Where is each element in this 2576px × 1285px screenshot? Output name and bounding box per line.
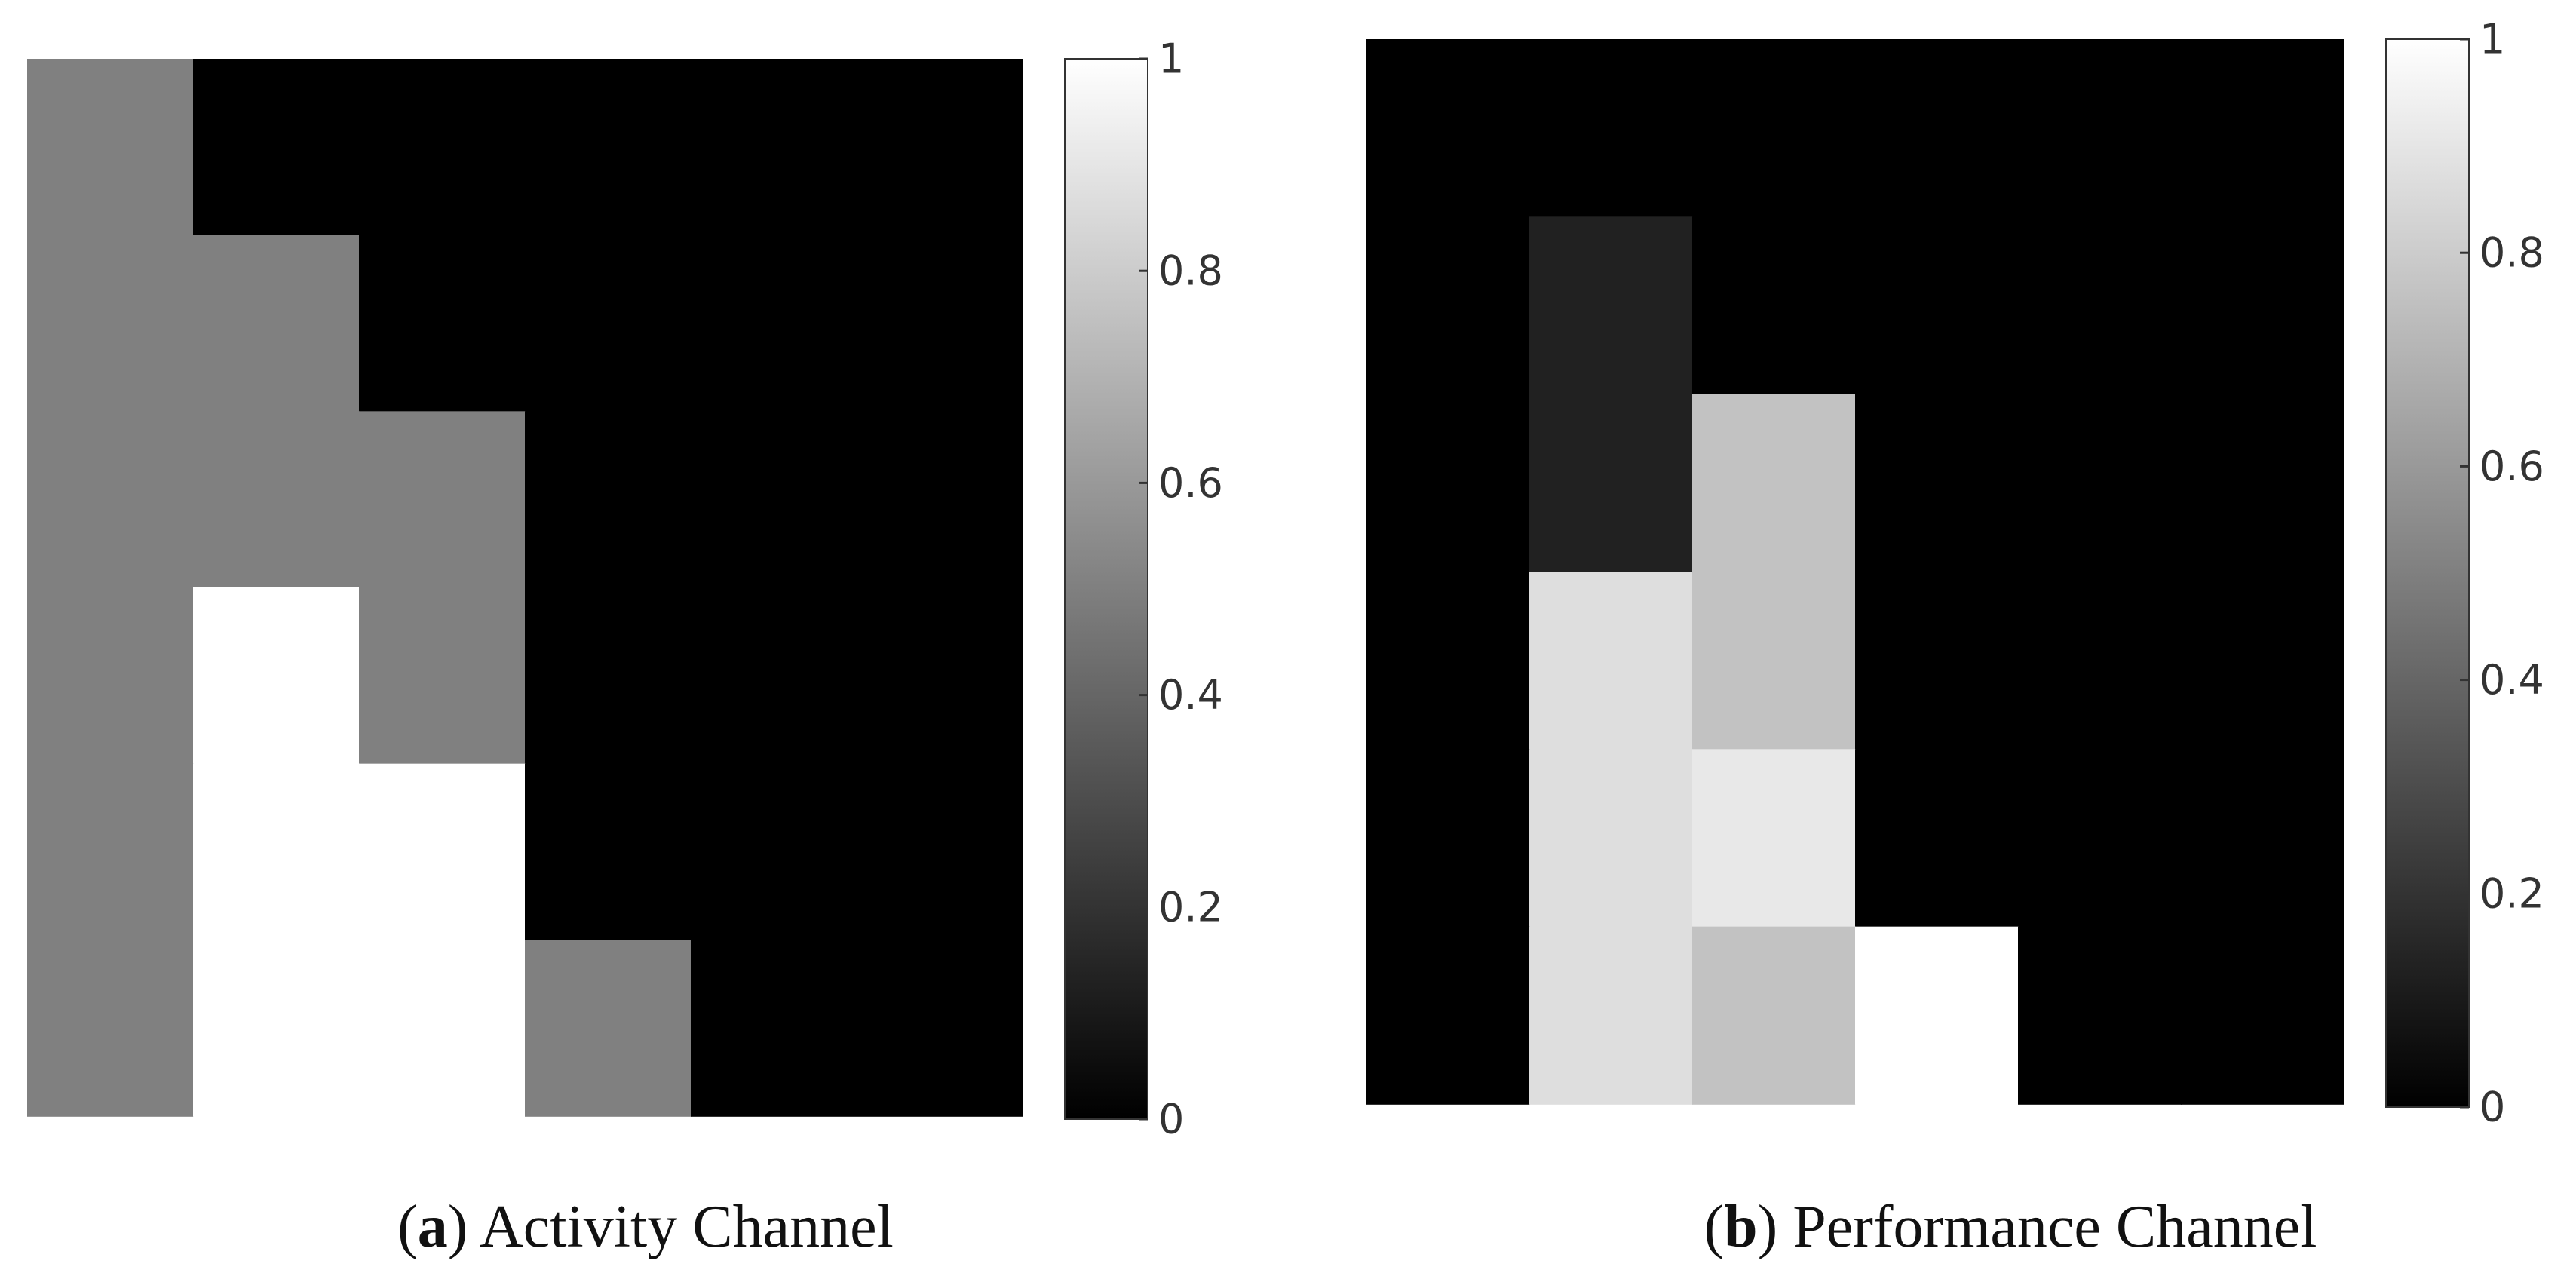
caption-activity: (a) Activity Channel xyxy=(397,1194,894,1260)
colorbar-tick-label: 0 xyxy=(1158,1096,1184,1143)
heatmap-cell-r2-c5 xyxy=(691,235,857,412)
heatmap-cell-r2-c1 xyxy=(1366,216,1530,395)
heatmap-cell-r1-c3 xyxy=(1692,39,1856,218)
heatmap-cell-r3-c6 xyxy=(2181,394,2344,572)
heatmap-cell-r6-c2 xyxy=(1529,926,1693,1105)
heatmap-cell-r4-c1 xyxy=(27,587,194,765)
colorbar xyxy=(1064,58,1148,1120)
colorbar-tick-label: 0.4 xyxy=(1158,671,1223,719)
heatmap-cell-r1-c2 xyxy=(193,59,360,236)
heatmap-cell-r2-c1 xyxy=(27,235,194,412)
heatmap-cell-r2-c2 xyxy=(193,235,360,412)
heatmap-cell-r5-c1 xyxy=(1366,749,1530,928)
heatmap-cell-r4-c6 xyxy=(2181,572,2344,750)
heatmap-cell-r6-c2 xyxy=(193,940,360,1117)
colorbar-tick-label: 0.6 xyxy=(2479,443,2544,490)
heatmap-cell-r3-c6 xyxy=(857,411,1023,588)
performance-heatmap-panel: 0 0.2 0.4 0.6 0.8 1 xyxy=(1366,16,2544,1131)
heatmap-cell-r5-c4 xyxy=(525,763,692,941)
heatmap-cell-r6-c3 xyxy=(1692,926,1856,1105)
heatmap-cell-r5-c4 xyxy=(1855,749,2019,928)
heatmap-cell-r1-c1 xyxy=(1366,39,1530,218)
heatmap-cell-r6-c6 xyxy=(857,940,1023,1117)
heatmap-cell-r2-c2 xyxy=(1529,216,1693,395)
colorbar-tick-label: 0.4 xyxy=(2479,656,2544,704)
activity-heatmap-panel: 0 0.2 0.4 0.6 0.8 1 xyxy=(27,35,1223,1143)
heatmap-cell-r5-c2 xyxy=(193,763,360,941)
heatmap-cell-r3-c4 xyxy=(525,411,692,588)
heatmap-cell-r3-c1 xyxy=(1366,394,1530,572)
colorbar-tick-label: 0.2 xyxy=(2479,869,2544,917)
heatmap-cell-r4-c3 xyxy=(1692,572,1856,750)
heatmap-cell-r1-c4 xyxy=(1855,39,2019,218)
heatmap-cell-r5-c5 xyxy=(2018,749,2182,928)
heatmap-cell-r3-c2 xyxy=(1529,394,1693,572)
colorbar-tick-label: 0.6 xyxy=(1158,459,1223,507)
colorbar xyxy=(2385,38,2470,1108)
heatmap-cell-r6-c4 xyxy=(525,940,692,1117)
heatmap-cell-r2-c5 xyxy=(2018,216,2182,395)
heatmap-cell-r6-c6 xyxy=(2181,926,2344,1105)
colorbar-tick-label: 1 xyxy=(2479,16,2505,63)
colorbar-tick-label: 1 xyxy=(1158,35,1184,83)
caption-performance: (b) Performance Channel xyxy=(1704,1194,2317,1260)
heatmap-cell-r3-c3 xyxy=(359,411,526,588)
heatmap-cell-r1-c4 xyxy=(525,59,692,236)
heatmap-cell-r2-c3 xyxy=(359,235,526,412)
heatmap-cell-r4-c5 xyxy=(691,587,857,765)
heatmap-cell-r1-c6 xyxy=(857,59,1023,236)
heatmap-cell-r4-c4 xyxy=(525,587,692,765)
heatmap-cell-r1-c2 xyxy=(1529,39,1693,218)
heatmap-cell-r4-c2 xyxy=(1529,572,1693,750)
heatmap-cell-r5-c6 xyxy=(2181,749,2344,928)
heatmap-cell-r2-c4 xyxy=(525,235,692,412)
heatmap-cell-r3-c4 xyxy=(1855,394,2019,572)
heatmap-cell-r5-c6 xyxy=(857,763,1023,941)
heatmap-cell-r1-c1 xyxy=(27,59,194,236)
heatmap-cell-r1-c5 xyxy=(2018,39,2182,218)
heatmap-cell-r6-c4 xyxy=(1855,926,2019,1105)
heatmap-cell-r3-c3 xyxy=(1692,394,1856,572)
colorbar-tick-label: 0.8 xyxy=(2479,229,2544,277)
heatmap-cell-r2-c6 xyxy=(2181,216,2344,395)
heatmap-cell-r1-c5 xyxy=(691,59,857,236)
heatmap-cell-r2-c6 xyxy=(857,235,1023,412)
heatmap-cell-r4-c5 xyxy=(2018,572,2182,750)
heatmap-cell-r5-c1 xyxy=(27,763,194,941)
heatmap-cell-r2-c3 xyxy=(1692,216,1856,395)
colorbar-tick-label: 0.2 xyxy=(1158,883,1223,931)
heatmap-cell-r5-c3 xyxy=(1692,749,1856,928)
heatmap-cell-r4-c3 xyxy=(359,587,526,765)
heatmap-cell-r4-c4 xyxy=(1855,572,2019,750)
heatmap-cell-r6-c1 xyxy=(27,940,194,1117)
heatmap-cell-r4-c6 xyxy=(857,587,1023,765)
heatmap-cell-r4-c1 xyxy=(1366,572,1530,750)
heatmap-cell-r4-c2 xyxy=(193,587,360,765)
colorbar-tick-label: 0.8 xyxy=(1158,247,1223,295)
heatmap-cell-r3-c2 xyxy=(193,411,360,588)
heatmap-cell-r3-c5 xyxy=(2018,394,2182,572)
heatmap-cell-r6-c3 xyxy=(359,940,526,1117)
heatmap-cell-r5-c2 xyxy=(1529,749,1693,928)
heatmap-cell-r6-c1 xyxy=(1366,926,1530,1105)
heatmap-cell-r6-c5 xyxy=(691,940,857,1117)
heatmap-cell-r1-c6 xyxy=(2181,39,2344,218)
heatmap-cell-r6-c5 xyxy=(2018,926,2182,1105)
colorbar-tick-label: 0 xyxy=(2479,1084,2505,1131)
heatmap-cell-r3-c1 xyxy=(27,411,194,588)
heatmap-cell-r5-c3 xyxy=(359,763,526,941)
heatmap-cell-r5-c5 xyxy=(691,763,857,941)
heatmap-cell-r3-c5 xyxy=(691,411,857,588)
heatmap-cell-r2-c4 xyxy=(1855,216,2019,395)
heatmap-cell-r1-c3 xyxy=(359,59,526,236)
